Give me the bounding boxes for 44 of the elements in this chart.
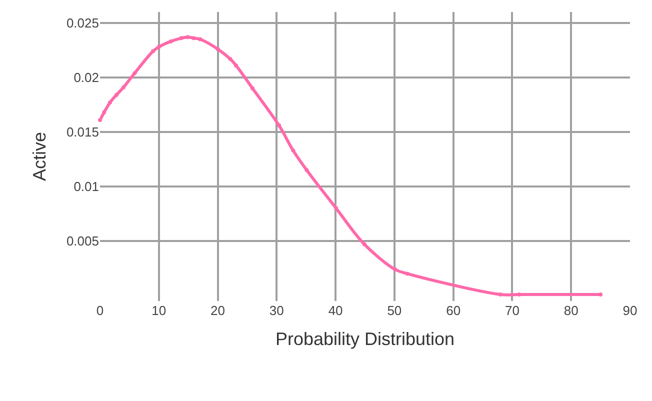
point bbox=[362, 242, 366, 246]
point bbox=[517, 292, 522, 296]
point bbox=[114, 92, 118, 97]
point bbox=[277, 123, 282, 128]
point bbox=[102, 110, 106, 114]
point bbox=[108, 100, 112, 105]
point bbox=[498, 292, 502, 296]
y-tick-label: 0.025 bbox=[66, 15, 99, 30]
point bbox=[98, 118, 102, 122]
point bbox=[250, 86, 255, 90]
point bbox=[393, 267, 398, 272]
point bbox=[234, 63, 238, 68]
y-tick-label: 0.015 bbox=[66, 124, 99, 140]
point bbox=[151, 49, 155, 54]
point bbox=[598, 292, 603, 296]
point bbox=[132, 71, 137, 76]
x-tick-label: 20 bbox=[210, 303, 226, 318]
x-tick-label: 70 bbox=[504, 303, 520, 318]
y-axis-title: Active bbox=[30, 132, 50, 182]
point bbox=[192, 36, 196, 40]
point bbox=[122, 85, 126, 90]
x-tick-label: 60 bbox=[446, 303, 461, 318]
point bbox=[228, 56, 232, 61]
point bbox=[216, 47, 220, 52]
x-tick-label: 90 bbox=[622, 303, 638, 318]
point bbox=[198, 37, 202, 42]
point bbox=[304, 168, 309, 172]
y-tick-label: 0.02 bbox=[74, 70, 99, 85]
point bbox=[179, 36, 184, 40]
point bbox=[334, 206, 338, 210]
point bbox=[291, 148, 296, 152]
y-tick-label: 0.005 bbox=[66, 234, 99, 249]
y-tick-label: 0.01 bbox=[74, 179, 99, 194]
x-tick-label: 80 bbox=[564, 303, 578, 318]
point bbox=[186, 35, 190, 40]
point bbox=[156, 44, 161, 49]
point bbox=[168, 39, 173, 44]
x-tick-label: 40 bbox=[328, 303, 343, 318]
x-tick-label: 30 bbox=[269, 303, 284, 318]
point bbox=[405, 272, 410, 276]
x-tick-label: 0 bbox=[96, 303, 104, 318]
x-tick-label: 10 bbox=[152, 303, 166, 318]
x-tick-label: 50 bbox=[387, 303, 402, 318]
x-axis-title: Probability Distribution bbox=[275, 329, 455, 350]
